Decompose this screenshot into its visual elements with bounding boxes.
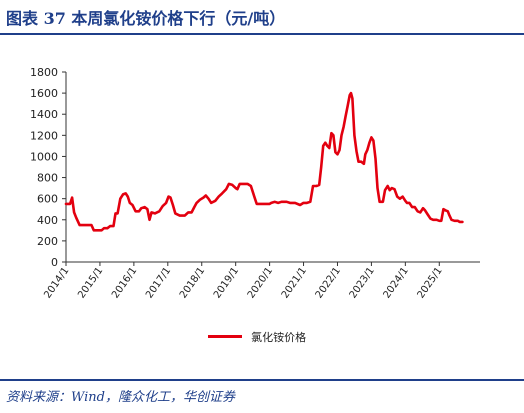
x-tick-label: 2025/1: [416, 265, 445, 300]
y-tick-label: 1600: [30, 87, 58, 100]
y-tick-label: 400: [37, 214, 58, 227]
x-tick-label: 2017/1: [144, 265, 173, 300]
y-axis-ticks: 0 200 400 600 800 1000 1200 1400 1600 1800: [30, 66, 66, 269]
x-axis-ticks: 2014/1 2015/1 2016/1 2017/1 2018/1 2019/1 2020…: [42, 262, 445, 301]
y-tick-label: 0: [51, 256, 58, 269]
x-tick-label: 2020/1: [246, 265, 275, 300]
x-tick-label: 2016/1: [110, 265, 139, 300]
title-bar: 图表 37 本周氯化铵价格下行（元/吨）: [0, 0, 524, 35]
y-tick-label: 1000: [30, 150, 58, 163]
legend-swatch: [208, 335, 242, 338]
y-tick-label: 1800: [30, 66, 58, 79]
figure-title: 图表 37 本周氯化铵价格下行（元/吨）: [6, 9, 286, 28]
source-divider: [0, 379, 524, 381]
legend-label: 氯化铵价格: [251, 330, 307, 344]
y-tick-label: 1200: [30, 129, 58, 142]
y-tick-label: 800: [37, 172, 58, 185]
x-tick-label: 2022/1: [314, 265, 343, 300]
title-divider: [0, 33, 524, 35]
y-tick-label: 200: [37, 235, 58, 248]
y-tick-label: 1400: [30, 108, 58, 121]
series-line: [64, 91, 464, 232]
x-tick-label: 2024/1: [382, 265, 411, 300]
y-tick-label: 600: [37, 193, 58, 206]
x-tick-label: 2015/1: [76, 265, 105, 300]
x-tick-label: 2014/1: [42, 265, 71, 300]
chart-axes: [65, 72, 480, 263]
x-tick-label: 2021/1: [280, 265, 309, 300]
x-tick-label: 2019/1: [212, 265, 241, 300]
series-group: [64, 91, 464, 232]
source-note: 资料来源：Wind，隆众化工，华创证券: [6, 390, 235, 405]
x-tick-label: 2018/1: [178, 265, 207, 300]
chart-legend: 氯化铵价格: [208, 326, 307, 344]
x-tick-label: 2023/1: [348, 265, 377, 300]
